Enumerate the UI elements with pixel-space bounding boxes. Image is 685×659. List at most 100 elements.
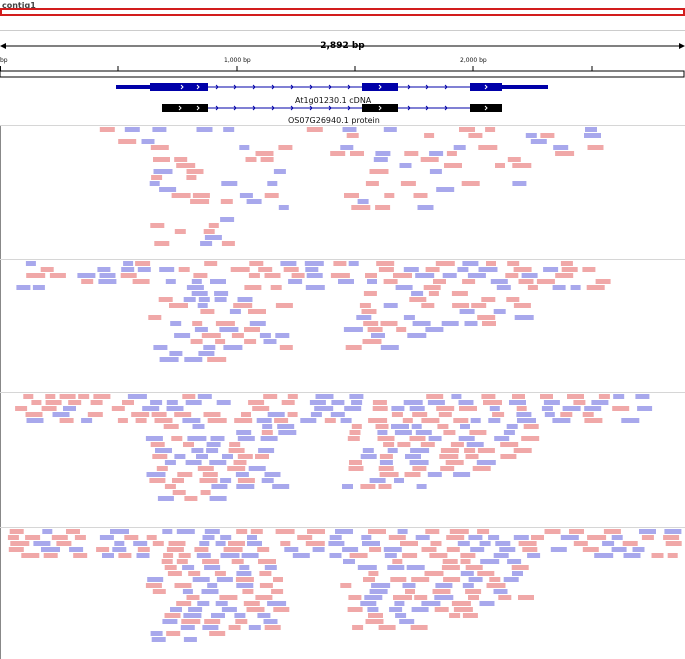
gene-tracks[interactable] — [0, 80, 685, 126]
read — [150, 145, 169, 150]
read — [552, 285, 566, 290]
read — [275, 529, 295, 534]
read — [357, 565, 377, 570]
read — [390, 577, 407, 582]
read — [460, 559, 471, 564]
read — [199, 541, 210, 546]
read — [512, 163, 532, 168]
coverage-panel-2 — [16, 261, 611, 362]
read — [220, 535, 232, 540]
read — [471, 303, 487, 308]
read — [493, 589, 508, 594]
read — [178, 553, 191, 558]
read — [305, 267, 319, 272]
read — [383, 127, 397, 132]
read — [123, 261, 134, 266]
locus-selection-box[interactable] — [0, 8, 685, 16]
read — [182, 589, 193, 594]
ruler — [0, 30, 685, 78]
read — [453, 418, 469, 423]
read — [434, 595, 454, 600]
read — [480, 559, 500, 564]
read — [220, 478, 232, 483]
read — [412, 466, 427, 471]
read — [512, 394, 525, 399]
read — [132, 279, 150, 284]
read — [180, 625, 195, 630]
read — [641, 535, 654, 540]
read — [234, 418, 253, 423]
read — [249, 321, 266, 326]
read — [74, 535, 86, 540]
read — [196, 553, 211, 558]
read — [384, 553, 397, 558]
read — [400, 541, 418, 546]
read — [223, 547, 243, 552]
read — [367, 327, 383, 332]
read — [241, 553, 259, 558]
read — [154, 241, 170, 246]
read — [567, 394, 584, 399]
read — [236, 571, 252, 576]
read — [200, 241, 213, 246]
read — [264, 625, 281, 630]
read — [210, 279, 226, 284]
read — [118, 553, 132, 558]
read — [421, 418, 440, 423]
read — [451, 291, 468, 296]
read — [429, 553, 448, 558]
read — [239, 565, 250, 570]
read — [452, 303, 470, 308]
read — [237, 478, 255, 483]
read — [363, 321, 379, 326]
read — [147, 577, 164, 582]
read-alignments[interactable] — [0, 125, 685, 659]
read — [117, 418, 128, 423]
read — [215, 321, 235, 326]
read — [479, 541, 491, 546]
read — [236, 583, 254, 588]
read — [258, 448, 275, 453]
read — [110, 529, 129, 534]
read — [300, 418, 317, 423]
read — [362, 448, 374, 453]
read — [252, 406, 270, 411]
read — [273, 577, 283, 582]
read — [613, 394, 625, 399]
read — [349, 430, 361, 435]
read — [210, 436, 225, 441]
read — [460, 424, 470, 429]
read — [415, 430, 432, 435]
read — [201, 589, 219, 594]
read — [236, 484, 255, 489]
read — [424, 133, 435, 138]
read — [462, 583, 474, 588]
read — [587, 535, 607, 540]
read — [163, 553, 174, 558]
read — [420, 157, 439, 162]
read — [553, 145, 569, 150]
read — [207, 418, 227, 423]
read — [171, 193, 191, 198]
read — [540, 394, 553, 399]
read — [287, 412, 298, 417]
read — [393, 273, 412, 278]
read — [78, 394, 90, 399]
read — [415, 535, 430, 540]
read — [235, 577, 254, 582]
read — [203, 229, 215, 234]
read — [365, 619, 384, 624]
read — [530, 139, 547, 144]
read — [429, 169, 442, 174]
read — [488, 535, 500, 540]
read — [364, 595, 383, 600]
read — [350, 151, 364, 156]
read — [486, 261, 496, 266]
read — [188, 607, 203, 612]
read — [307, 529, 325, 534]
read — [477, 529, 490, 534]
read — [493, 309, 506, 314]
read — [191, 291, 208, 296]
read — [87, 412, 103, 417]
read — [10, 541, 30, 546]
